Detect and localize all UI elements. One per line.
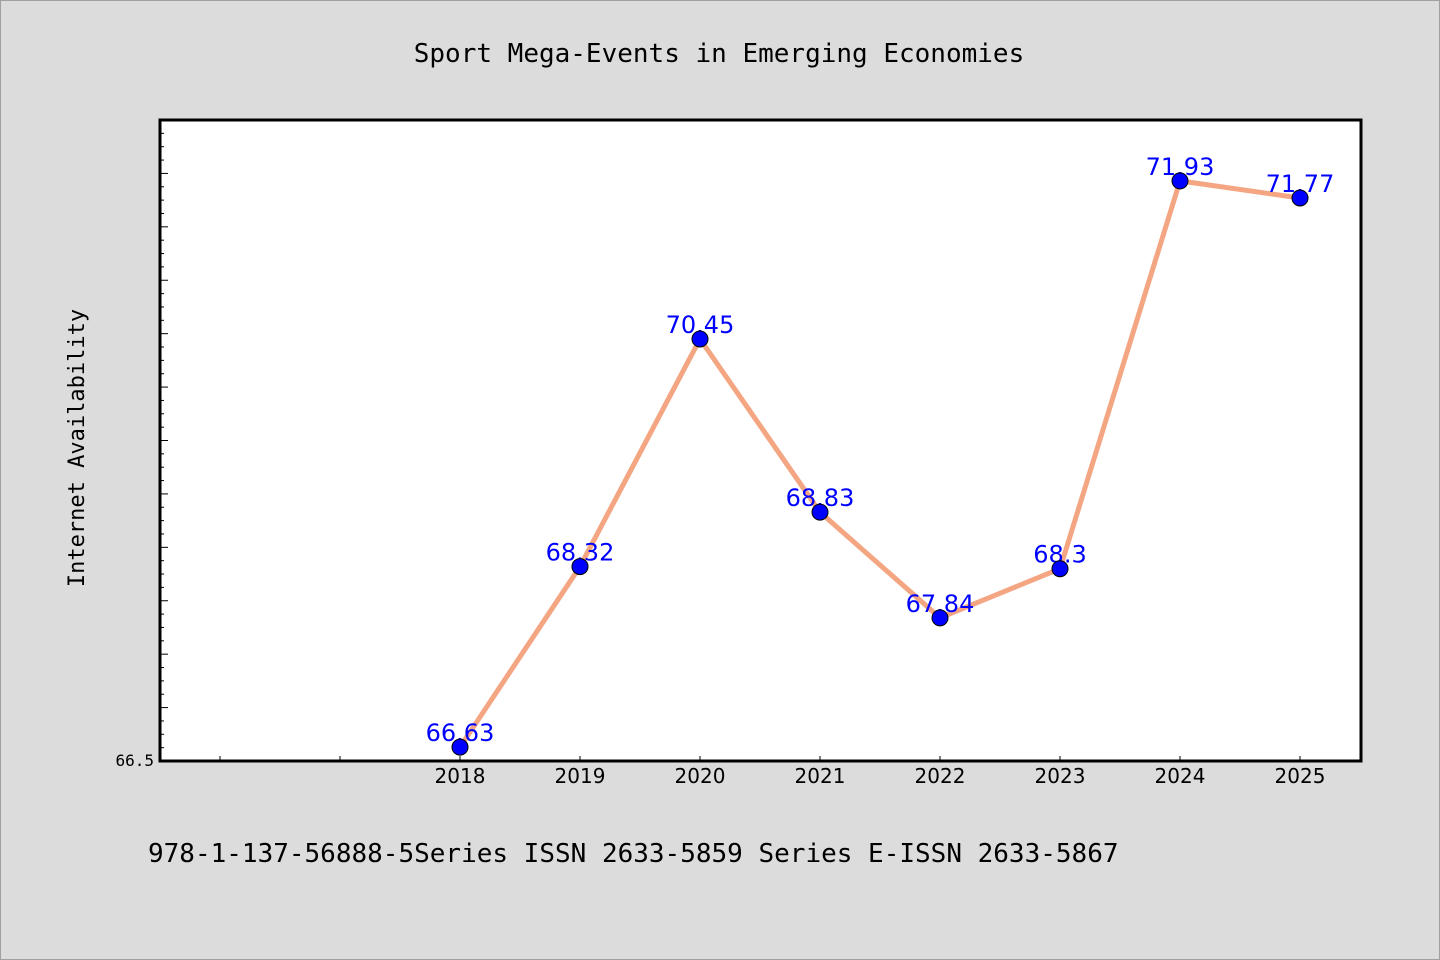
x-tick-label: 2018	[435, 764, 486, 788]
data-point	[1171, 172, 1189, 190]
x-tick-label: 2024	[1155, 764, 1206, 788]
data-point	[691, 330, 709, 348]
y-axis-label: Internet Availability	[65, 309, 90, 587]
x-tick-label: 2020	[675, 764, 726, 788]
data-point	[1051, 560, 1069, 578]
footer-isbn-issn: 978-1-137-56888-5Series ISSN 2633-5859 S…	[148, 839, 1119, 869]
chart-title: Sport Mega-Events in Emerging Economies	[414, 39, 1024, 69]
x-axis-ticks: 2018 2019 2020 2021 2022 2023 2024 2025	[219, 756, 1326, 788]
data-point	[811, 503, 829, 521]
x-tick-label: 2021	[795, 764, 846, 788]
data-point	[451, 738, 469, 756]
x-tick-label: 2019	[555, 764, 606, 788]
x-tick-label: 2025	[1275, 764, 1326, 788]
series-line	[457, 178, 1303, 750]
data-point	[931, 609, 949, 627]
x-tick-label: 2023	[1035, 764, 1086, 788]
data-point	[1291, 189, 1309, 207]
plot-area	[158, 118, 1363, 763]
data-point	[571, 558, 589, 576]
x-tick-label: 2022	[915, 764, 966, 788]
y-axis-ticks: 66.5	[115, 119, 168, 770]
y-tick-label: 66.5	[115, 751, 154, 770]
